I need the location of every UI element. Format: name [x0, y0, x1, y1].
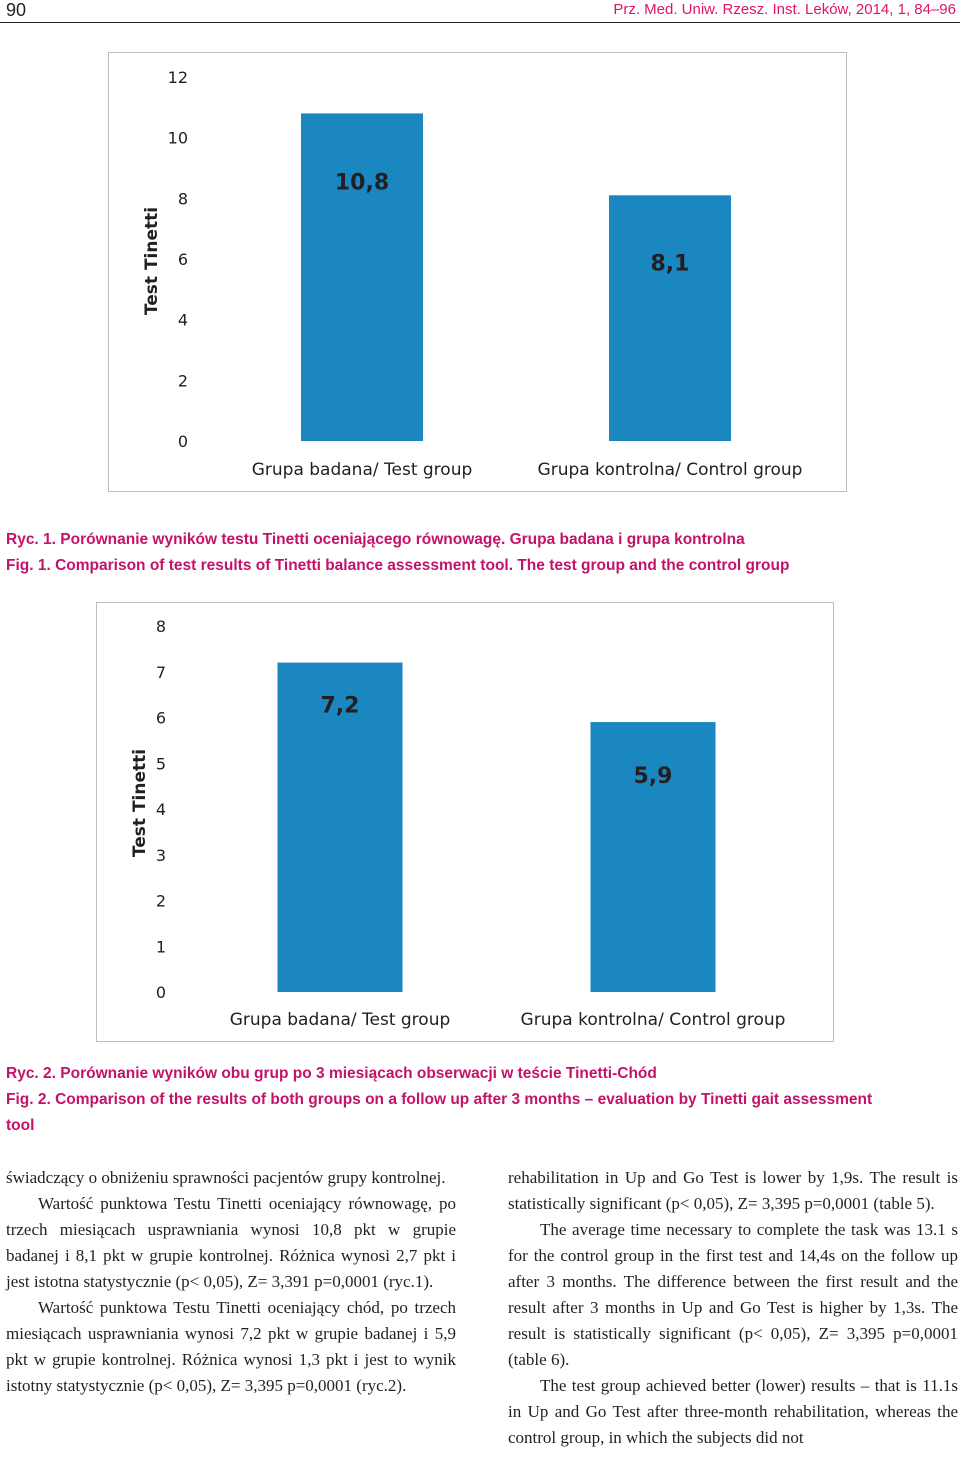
figure-1-bar-2: [609, 195, 731, 441]
figure-2-bar-1: [277, 662, 403, 992]
figure-2-y-tick-label: 0: [156, 983, 166, 1002]
paragraph: Wartość punktowa Testu Tinetti oceniając…: [6, 1298, 456, 1395]
figure-2-chart: 0 1 2 3 4 5 6 7 8 Test Tinetti 7,2 Grupa badana/ Te…: [96, 602, 834, 1042]
figure-2-y-tick-label: 6: [156, 709, 166, 728]
paragraph: rehabilitation in Up and Go Test is lowe…: [508, 1168, 958, 1213]
figure-1-caption-en: Fig. 1. Comparison of test results of Ti…: [6, 557, 790, 574]
figure-1-chart-svg: 0 2 4 6 8 10 12 Test Tinetti 10,8 Grupa badana/ T…: [142, 68, 803, 480]
figure-2-y-tick-label: 2: [156, 892, 166, 911]
figure-2-y-tick-label: 7: [156, 663, 166, 682]
figure-1-caption: Ryc. 1. Porównanie wyników testu Tinetti…: [6, 527, 789, 579]
page-number: 90: [6, 0, 27, 20]
figure-1-y-tick-label: 0: [178, 432, 188, 451]
figure-2-y-axis-title: Test Tinetti: [130, 749, 150, 857]
figure-1-y-tick-label: 6: [178, 250, 188, 269]
figure-1-y-tick-label: 10: [168, 129, 188, 148]
figure-1-caption-pl: Ryc. 1. Porównanie wyników testu Tinetti…: [6, 531, 745, 548]
figure-2-data-label-1: 7,2: [321, 694, 360, 719]
figure-1-bar-1: [301, 113, 423, 442]
header-rule: [0, 22, 960, 23]
body-left-column: świadczący o obniżeniu sprawności pacjen…: [6, 1165, 456, 1399]
figure-2-bar-2: [590, 722, 716, 992]
figure-1-y-axis-title: Test Tinetti: [142, 207, 162, 315]
figure-2-y-tick-label: 1: [156, 937, 166, 956]
figure-2-y-tick-label: 5: [156, 754, 166, 773]
paragraph: świadczący o obniżeniu sprawności pacjen…: [6, 1168, 446, 1187]
figure-1-category-label-1: Grupa badana/ Test group: [252, 460, 473, 480]
figure-1-data-label-1: 10,8: [335, 170, 389, 195]
running-head: Prz. Med. Uniw. Rzesz. Inst. Leków, 2014…: [613, 1, 956, 18]
figure-1-y-tick-label: 8: [178, 189, 188, 208]
figure-2-caption-en-line2: tool: [6, 1117, 35, 1134]
figure-1-category-label-2: Grupa kontrolna/ Control group: [538, 460, 803, 480]
figure-1-data-label-2: 8,1: [651, 251, 690, 276]
figure-2-category-label-2: Grupa kontrolna/ Control group: [521, 1010, 786, 1030]
figure-2-data-label-2: 5,9: [634, 764, 673, 789]
figure-2-category-label-1: Grupa badana/ Test group: [230, 1010, 451, 1030]
figure-2-caption-pl: Ryc. 2. Porównanie wyników obu grup po 3…: [6, 1065, 657, 1082]
figure-1-y-tick-label: 4: [178, 311, 188, 330]
figure-2-y-tick-label: 3: [156, 846, 166, 865]
figure-1-y-tick-label: 12: [168, 68, 188, 87]
paragraph: The test group achieved better (lower) r…: [508, 1376, 958, 1447]
figure-2-chart-svg: 0 1 2 3 4 5 6 7 8 Test Tinetti 7,2 Grupa badana/ Te…: [130, 617, 786, 1030]
paragraph: Wartość punktowa Testu Tinetti oceniając…: [6, 1194, 456, 1291]
paragraph: The average time necessary to complete t…: [508, 1220, 958, 1369]
figure-2-caption: Ryc. 2. Porównanie wyników obu grup po 3…: [6, 1061, 872, 1139]
figure-2-y-tick-label: 8: [156, 617, 166, 636]
figure-1-chart: 0 2 4 6 8 10 12 Test Tinetti 10,8 Grupa badana/ T…: [108, 52, 847, 492]
figure-2-caption-en-line1: Fig. 2. Comparison of the results of bot…: [6, 1091, 873, 1108]
body-right-column: rehabilitation in Up and Go Test is lowe…: [508, 1165, 958, 1451]
figure-1-y-tick-label: 2: [178, 371, 188, 390]
figure-2-y-tick-label: 4: [156, 800, 166, 819]
